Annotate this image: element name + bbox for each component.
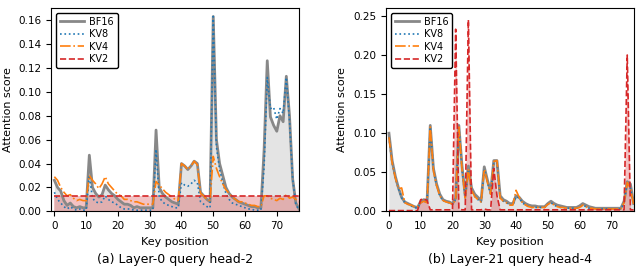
Legend: BF16, KV8, KV4, KV2: BF16, KV8, KV4, KV2 [56, 13, 118, 68]
KV4 [426, 125, 434, 128]
KV4 [254, 205, 262, 208]
KV8 [493, 161, 501, 164]
KV2 [401, 209, 409, 212]
KV2 [92, 194, 100, 198]
KV8 [133, 209, 141, 212]
BF16 [591, 207, 599, 210]
BF16 [468, 186, 476, 189]
KV2 [512, 208, 520, 211]
KV4 [591, 207, 599, 211]
KV4 [295, 200, 303, 204]
KV2 [468, 208, 476, 211]
KV8 [401, 201, 409, 204]
KV8 [591, 207, 599, 211]
BF16 [429, 167, 437, 170]
Y-axis label: Attention score: Attention score [337, 67, 348, 152]
Line: KV4: KV4 [54, 156, 299, 207]
BF16 [51, 179, 58, 182]
Line: KV2: KV2 [389, 20, 634, 211]
KV8 [468, 189, 476, 192]
Text: (b) Layer-21 query head-4: (b) Layer-21 query head-4 [428, 253, 592, 266]
BF16 [175, 203, 182, 206]
KV4 [92, 182, 100, 186]
BF16 [228, 195, 236, 199]
BF16 [156, 186, 163, 189]
KV8 [178, 181, 186, 184]
BF16 [401, 200, 409, 204]
KV4 [156, 183, 163, 187]
KV4 [468, 189, 476, 192]
KV8 [73, 209, 81, 212]
KV2 [130, 194, 138, 198]
KV8 [232, 203, 239, 206]
BF16 [493, 159, 501, 162]
KV4 [385, 136, 393, 139]
X-axis label: Key position: Key position [141, 237, 209, 247]
Line: KV8: KV8 [389, 127, 634, 209]
Y-axis label: Attention score: Attention score [3, 67, 13, 152]
KV4 [209, 155, 217, 158]
KV2 [175, 194, 182, 198]
Line: KV8: KV8 [54, 17, 299, 210]
KV4 [563, 207, 571, 210]
KV2 [426, 208, 434, 211]
BF16 [630, 202, 637, 205]
Line: KV4: KV4 [389, 127, 634, 209]
KV8 [630, 203, 637, 206]
KV4 [228, 195, 236, 199]
KV2 [465, 18, 472, 21]
BF16 [563, 206, 571, 209]
KV2 [630, 208, 637, 211]
KV4 [630, 203, 637, 206]
KV4 [130, 200, 138, 204]
KV2 [493, 194, 501, 197]
KV8 [67, 205, 74, 208]
KV8 [512, 195, 520, 198]
KV2 [295, 194, 303, 198]
KV4 [493, 159, 501, 162]
KV4 [512, 189, 520, 192]
BF16 [385, 132, 393, 135]
BF16 [426, 124, 434, 127]
KV8 [429, 169, 437, 172]
KV8 [295, 209, 303, 212]
BF16 [92, 192, 100, 195]
KV8 [95, 201, 102, 205]
KV4 [51, 175, 58, 178]
Line: BF16: BF16 [389, 125, 634, 208]
KV2 [156, 194, 163, 198]
KV2 [51, 194, 58, 198]
Line: BF16: BF16 [54, 17, 299, 209]
KV8 [51, 191, 58, 194]
KV8 [426, 125, 434, 128]
BF16 [209, 15, 217, 18]
KV2 [225, 194, 233, 198]
BF16 [512, 194, 520, 197]
KV4 [67, 193, 74, 196]
KV8 [385, 136, 393, 139]
Text: (a) Layer-0 query head-2: (a) Layer-0 query head-2 [97, 253, 253, 266]
KV2 [67, 194, 74, 198]
BF16 [67, 201, 74, 205]
KV8 [563, 207, 571, 210]
BF16 [130, 206, 138, 209]
KV4 [175, 199, 182, 202]
KV8 [159, 200, 166, 204]
KV2 [385, 209, 393, 212]
KV4 [429, 169, 437, 172]
BF16 [295, 207, 303, 211]
Legend: BF16, KV8, KV4, KV2: BF16, KV8, KV4, KV2 [390, 13, 452, 68]
KV8 [209, 15, 217, 18]
KV2 [563, 208, 571, 211]
X-axis label: Key position: Key position [476, 237, 543, 247]
KV4 [401, 201, 409, 204]
